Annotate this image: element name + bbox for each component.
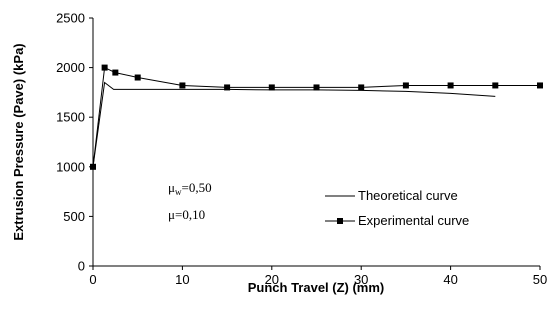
x-tick-label: 0 [89, 272, 96, 287]
y-axis-ticks: 0 500 1000 1500 2000 2500 [56, 11, 93, 274]
y-tick-label: 500 [63, 209, 85, 224]
data-point-experimental [447, 82, 454, 89]
data-point-experimental [268, 84, 275, 91]
legend-label-theoretical: Theoretical curve [358, 188, 458, 203]
y-tick-label: 1000 [56, 159, 85, 174]
data-point-experimental [313, 84, 320, 91]
mu-w-annotation: μw=0,50 [168, 180, 212, 197]
x-tick-label: 30 [354, 272, 368, 287]
x-tick-label: 40 [443, 272, 457, 287]
y-tick-label: 1500 [56, 110, 85, 125]
y-tick-label: 0 [78, 259, 85, 274]
data-point-experimental [134, 74, 141, 81]
x-axis-title: Punch Travel (Z) (mm) [248, 280, 385, 295]
data-point-experimental [402, 82, 409, 89]
mu-annotation: μ=0,10 [168, 207, 205, 222]
y-tick-label: 2500 [56, 11, 85, 26]
y-tick-label: 2000 [56, 60, 85, 75]
data-point-experimental [90, 163, 96, 170]
x-tick-label: 10 [175, 272, 189, 287]
x-tick-label: 50 [533, 272, 547, 287]
data-point-experimental [179, 82, 186, 89]
data-point-experimental [492, 82, 499, 89]
series-line-experimental [92, 66, 540, 167]
data-point-experimental [537, 82, 543, 89]
data-point-experimental [224, 84, 231, 91]
series-layer [90, 64, 543, 170]
data-point-experimental [358, 84, 365, 91]
data-point-experimental [112, 69, 119, 76]
legend: Theoretical curve Experimental curve [325, 188, 469, 228]
legend-label-experimental: Experimental curve [358, 213, 469, 228]
data-point-experimental [101, 64, 108, 71]
y-axis-title: Extrusion Pressure (Pave) (kPa) [11, 43, 26, 240]
legend-marker-experimental [337, 218, 343, 224]
series-line-theoretical [92, 81, 496, 167]
x-tick-label: 20 [265, 272, 279, 287]
x-axis-ticks: 0 10 20 30 40 50 [89, 266, 547, 287]
